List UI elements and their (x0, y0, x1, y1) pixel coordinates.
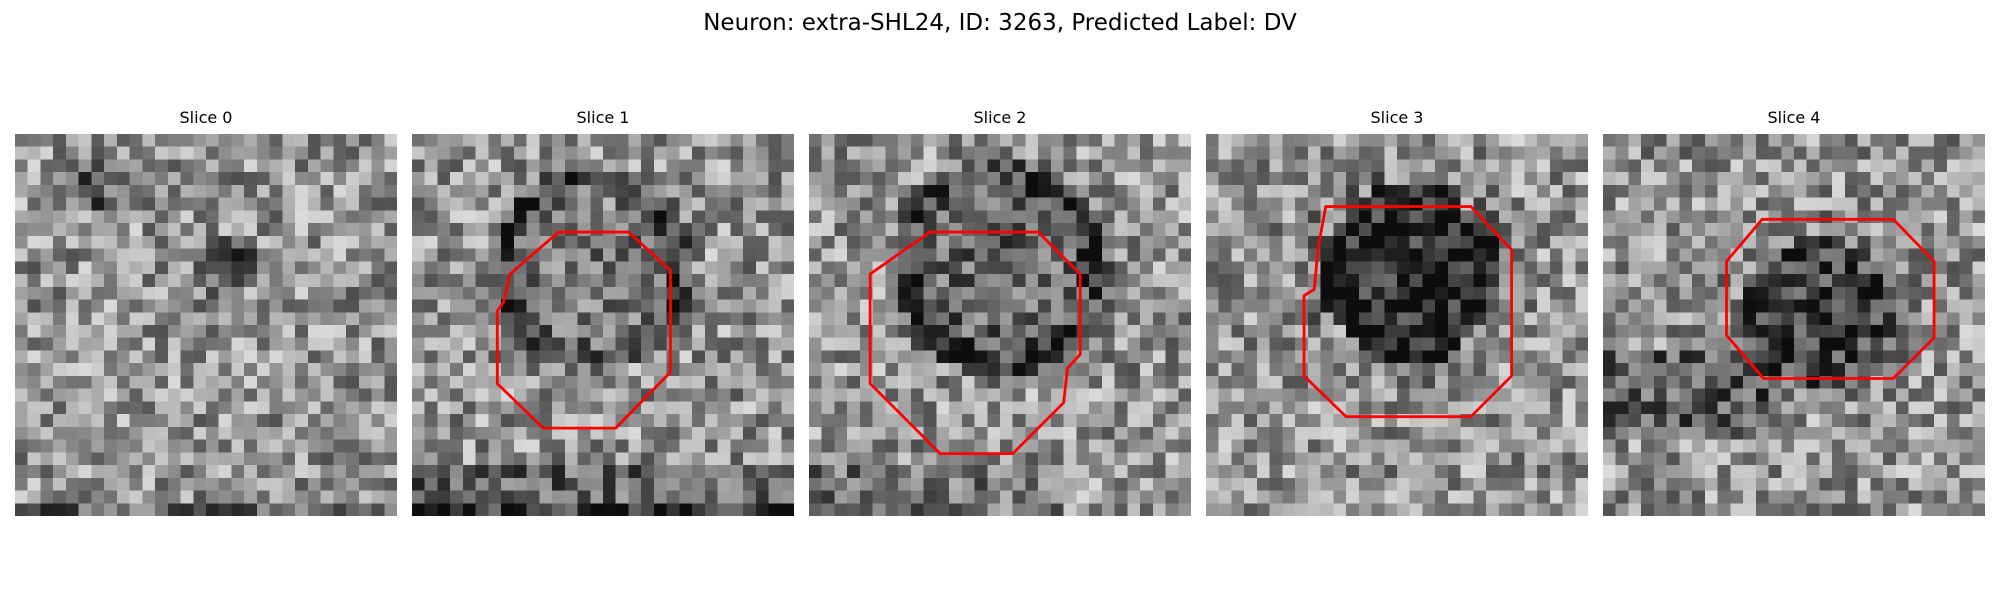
slice-title-4: Slice 4 (1767, 108, 1821, 127)
slice-image-0 (15, 134, 397, 516)
slice-title-3: Slice 3 (1370, 108, 1424, 127)
segmentation-outline (1302, 205, 1514, 419)
slice-image-4 (1603, 134, 1985, 516)
slice-image-3 (1206, 134, 1588, 516)
slice-image-1 (412, 134, 794, 516)
segmentation-outline (1725, 217, 1936, 380)
segmentation-outline (868, 230, 1082, 456)
slice-title-1: Slice 1 (576, 108, 630, 127)
slice-title-2: Slice 2 (973, 108, 1027, 127)
slice-title-0: Slice 0 (179, 108, 233, 127)
slice-image-2 (809, 134, 1191, 516)
segmentation-outline (495, 230, 672, 430)
figure-title: Neuron: extra-SHL24, ID: 3263, Predicted… (703, 10, 1297, 36)
